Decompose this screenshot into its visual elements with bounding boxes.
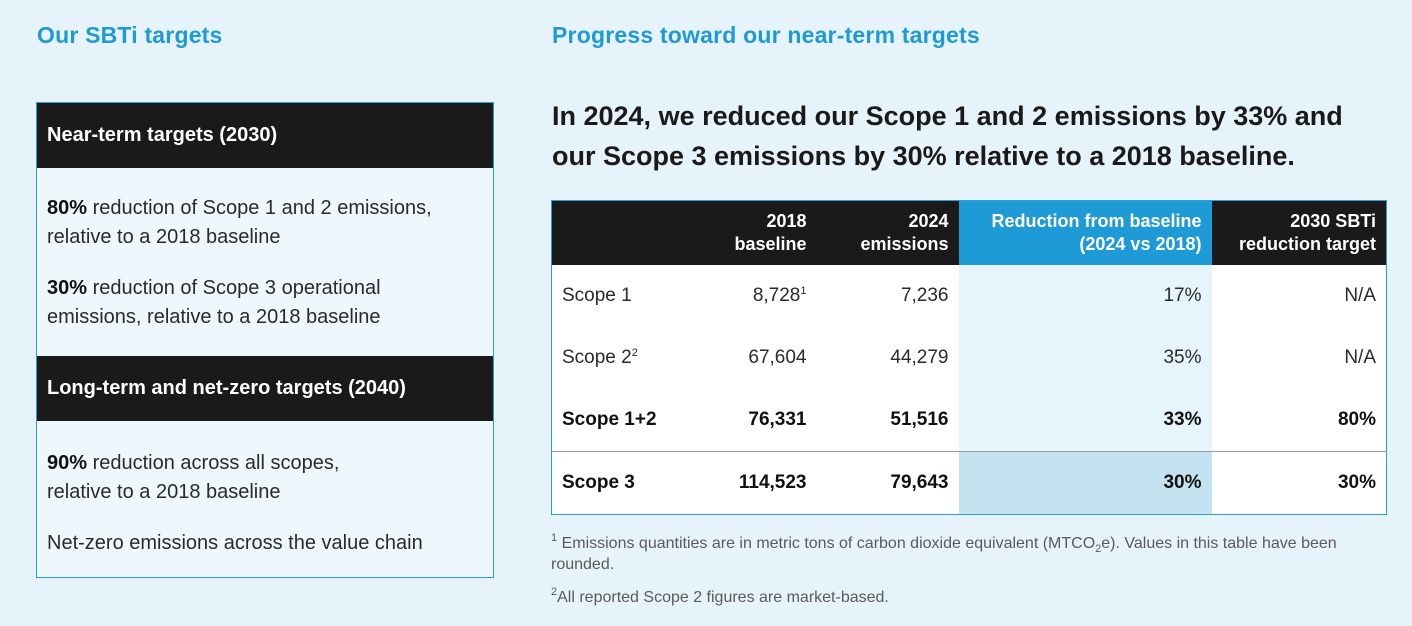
header-baseline: 2018 baseline xyxy=(671,200,817,265)
row-label: Scope 1 xyxy=(562,285,632,306)
baseline-cell: 76,331 xyxy=(748,409,807,430)
progress-headline: In 2024, we reduced our Scope 1 and 2 em… xyxy=(552,101,1343,171)
table-row: Scope 1+2 76,331 51,516 33% 80% xyxy=(552,389,1387,452)
targets-card: Near-term targets (2030) 80% reduction o… xyxy=(36,102,494,578)
reduction-cell: 33% xyxy=(958,389,1212,452)
header-reduction: Reduction from baseline (2024 vs 2018) xyxy=(958,200,1212,265)
baseline-cell: 114,523 xyxy=(671,451,817,515)
table-header-row: 2018 baseline 2024 emissions Reduction f… xyxy=(551,200,1387,265)
long-term-title: Long-term and net-zero targets (2040) xyxy=(37,356,493,421)
table-row: Scope 3 114,523 79,643 30% 30% xyxy=(551,451,1387,515)
baseline-cell: 67,604 xyxy=(748,347,807,368)
table-row: Scope 22 67,604 44,279 35% N/A xyxy=(552,327,1387,389)
long-term-target-1: 90% reduction across all scopes, relativ… xyxy=(47,452,340,503)
progress-heading: Progress toward our near-term targets xyxy=(552,22,980,48)
reduction-cell: 17% xyxy=(958,265,1212,327)
target-cell: N/A xyxy=(1344,285,1376,306)
long-term-body: 90% reduction across all scopes, relativ… xyxy=(37,421,493,558)
target-cell: 80% xyxy=(1337,409,1376,430)
target-cell: N/A xyxy=(1344,347,1376,368)
footnote-marker: 1 xyxy=(800,285,807,297)
header-label xyxy=(551,200,672,265)
baseline-cell: 8,7281 xyxy=(752,285,807,306)
footnote-2: 2All reported Scope 2 figures are market… xyxy=(551,586,889,607)
near-term-target-1: 80% reduction of Scope 1 and 2 emissions… xyxy=(47,197,432,248)
emissions-cell: 7,236 xyxy=(900,285,949,306)
near-term-body: 80% reduction of Scope 1 and 2 emissions… xyxy=(37,168,493,356)
near-term-target-2: 30% reduction of Scope 3 operational emi… xyxy=(47,277,381,328)
target-cell: 30% xyxy=(1211,451,1387,515)
row-label: Scope 1+2 xyxy=(562,409,657,430)
table-row: Scope 1 8,7281 7,236 17% N/A xyxy=(552,265,1387,327)
reduction-cell: 30% xyxy=(958,451,1212,515)
emissions-cell: 44,279 xyxy=(890,347,949,368)
reduction-cell: 35% xyxy=(958,327,1212,389)
near-term-title: Near-term targets (2030) xyxy=(37,103,493,168)
row-label: Scope 22 xyxy=(562,347,638,368)
emissions-cell: 79,643 xyxy=(816,451,959,515)
long-term-target-2: Net-zero emissions across the value chai… xyxy=(47,532,423,554)
footnote-1: 1 Emissions quantities are in metric ton… xyxy=(551,532,1337,574)
header-target: 2030 SBTi reduction target xyxy=(1211,200,1387,265)
emissions-cell: 51,516 xyxy=(890,409,949,430)
footnote-marker: 2 xyxy=(631,347,638,359)
header-emissions: 2024 emissions xyxy=(816,200,959,265)
row-label: Scope 3 xyxy=(551,451,672,515)
targets-heading: Our SBTi targets xyxy=(37,22,223,48)
emissions-table: 2018 baseline 2024 emissions Reduction f… xyxy=(551,200,1387,515)
